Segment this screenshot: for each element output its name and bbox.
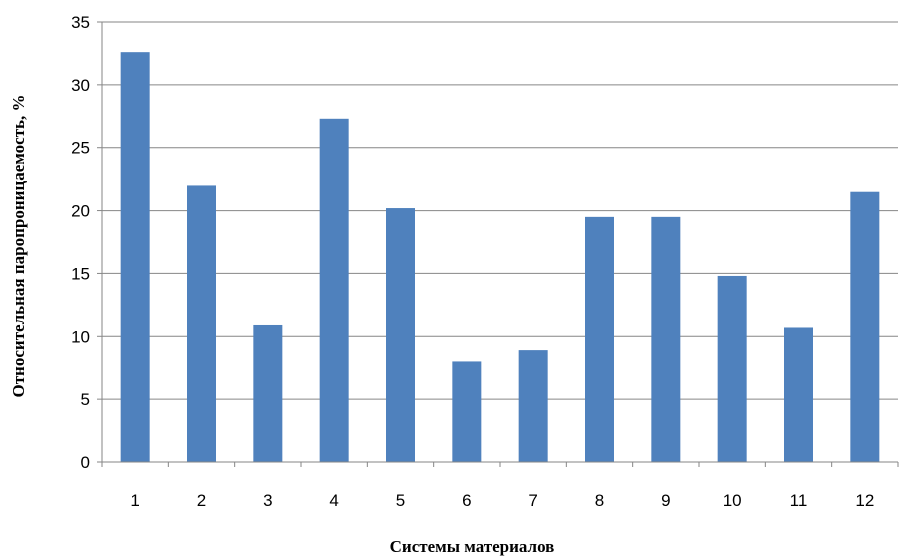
x-tick-label: 4 [329, 491, 338, 510]
bar-2 [187, 185, 216, 462]
x-tick-label: 1 [130, 491, 139, 510]
x-tick-label: 7 [528, 491, 537, 510]
y-tick-label: 35 [71, 13, 90, 32]
x-tick-label: 9 [661, 491, 670, 510]
y-tick-label: 5 [81, 390, 90, 409]
bar-5 [386, 208, 415, 462]
x-tick-label: 11 [790, 491, 808, 510]
y-tick-labels: 0 5 10 15 20 25 30 35 [71, 13, 90, 472]
bar-9 [651, 216, 681, 462]
bar-6 [452, 361, 482, 462]
x-tick-label: 5 [396, 491, 405, 510]
y-tick-label: 10 [71, 327, 90, 346]
bar-4 [319, 118, 349, 463]
x-tick-label: 8 [595, 491, 604, 510]
x-tick-label: 3 [263, 491, 272, 510]
x-tick-labels: 1 2 3 4 5 6 7 8 9 10 11 12 [130, 491, 874, 510]
bar-1 [120, 52, 150, 463]
bar-7 [518, 350, 548, 462]
y-tick-label: 0 [81, 453, 90, 472]
y-tick-label: 30 [71, 76, 90, 95]
y-tick-label: 20 [71, 202, 90, 221]
gridlines [102, 21, 898, 400]
x-tick-label: 6 [462, 491, 471, 510]
y-tick-label: 25 [71, 139, 90, 158]
x-axis-title: Системы материалов [390, 537, 555, 556]
bar-10 [717, 275, 747, 462]
bar-12 [850, 191, 880, 462]
bar-11 [784, 327, 813, 462]
x-tick-label: 10 [723, 491, 742, 510]
x-tick-label: 12 [855, 491, 874, 510]
x-tick-label: 2 [197, 491, 206, 510]
axes [97, 21, 899, 467]
bar-3 [253, 324, 283, 462]
bars [120, 52, 880, 463]
y-tick-label: 15 [71, 264, 90, 283]
bar-8 [585, 216, 614, 462]
y-axis-title: Относительная паропроницаемость, % [9, 94, 28, 397]
